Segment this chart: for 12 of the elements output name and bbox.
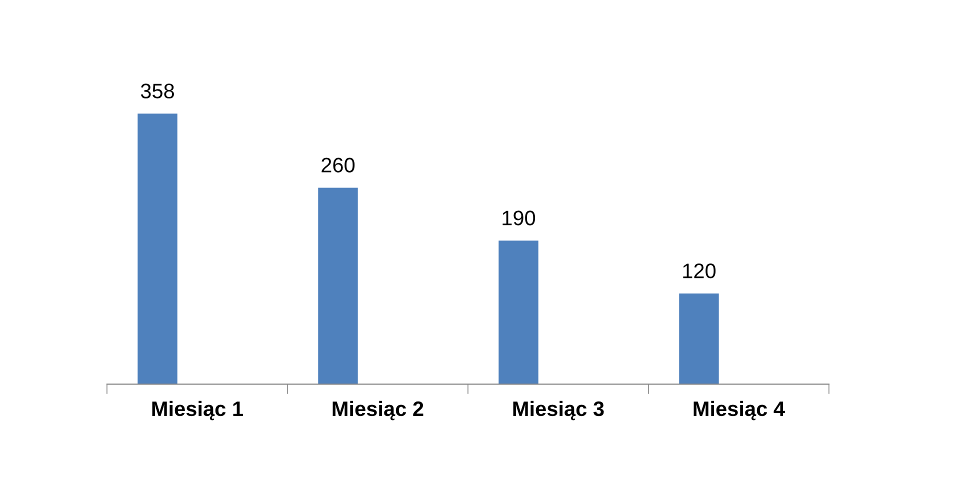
bar <box>318 188 358 384</box>
data-label: 358 <box>140 84 174 98</box>
bar <box>679 294 719 384</box>
x-tick-label: Miesiąc 3 <box>513 400 604 420</box>
bar <box>138 114 178 384</box>
x-tick-label: Miesiąc 1 <box>152 400 243 420</box>
x-tick-label: Miesiąc 4 <box>694 400 785 420</box>
bar <box>498 240 538 384</box>
data-label: 120 <box>683 264 716 278</box>
data-label: 190 <box>502 210 536 226</box>
data-label: 260 <box>322 158 355 172</box>
x-tick-label: Miesiąc 2 <box>332 400 424 420</box>
